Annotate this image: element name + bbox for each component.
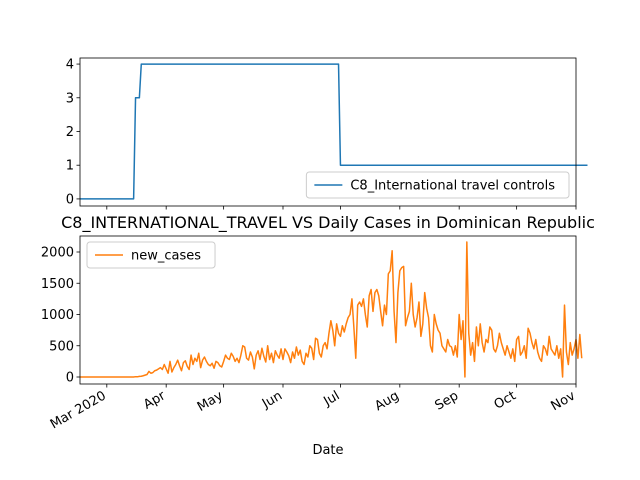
legend-label: C8_International travel controls: [350, 179, 555, 194]
y-tick-label: 3: [66, 91, 74, 106]
y-tick-label: 2: [66, 125, 74, 140]
legend-box: [86, 241, 216, 269]
legend: C8_International travel controls: [305, 171, 570, 199]
data-line: [80, 241, 583, 378]
plot-area: [80, 63, 588, 200]
x-tick-label: Jul: [320, 388, 342, 409]
chart-title: C8_INTERNATIONAL_TRAVEL VS Daily Cases i…: [61, 213, 595, 233]
data-line: [80, 63, 588, 200]
y-tick-label: 0: [66, 371, 74, 386]
y-tick-label: 1000: [41, 308, 74, 323]
axes-frame: [79, 235, 577, 385]
y-tick-label: 1: [66, 159, 74, 174]
legend: new_cases: [86, 241, 216, 269]
y-tick-label: 2000: [41, 246, 74, 261]
axes-frame: [79, 57, 577, 207]
y-tick-label: 500: [49, 339, 74, 354]
x-axis-label: Date: [312, 443, 343, 458]
y-tick-label: 0: [66, 192, 74, 207]
y-tick-label: 4: [66, 58, 74, 73]
legend-box: [305, 171, 570, 199]
legend-label: new_cases: [131, 249, 201, 264]
y-tick-label: 1500: [41, 277, 74, 292]
plot-area: [80, 241, 583, 378]
